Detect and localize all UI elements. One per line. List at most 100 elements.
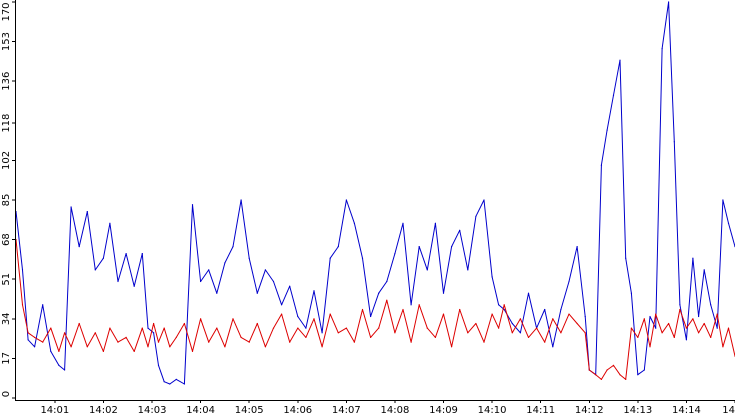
series-0-point-3 — [34, 346, 36, 348]
series-0-point-96 — [716, 327, 718, 329]
y-tick-label: 85 — [1, 194, 12, 207]
series-0-point-93 — [698, 315, 700, 318]
x-tick-label: 14 — [722, 405, 735, 415]
series-1-point-7 — [64, 332, 66, 334]
series-1-point-50 — [394, 332, 396, 334]
series-0-point-87 — [661, 48, 663, 50]
series-1-point-76 — [595, 374, 597, 376]
series-0-point-8 — [70, 206, 72, 208]
series-1-point-58 — [459, 308, 461, 311]
series-0-point-19 — [153, 332, 155, 334]
series-1-point-18 — [147, 346, 149, 348]
series-1-point-80 — [619, 374, 621, 376]
series-1-point-46 — [361, 308, 364, 311]
y-tick-label: 118 — [1, 114, 12, 133]
series-1-point-61 — [483, 341, 485, 343]
series-0-point-82 — [630, 292, 633, 294]
series-1-point-39 — [305, 336, 307, 338]
series-1-point-55 — [434, 336, 436, 338]
series-1-point-14 — [117, 341, 119, 343]
series-0-point-62 — [491, 276, 493, 278]
series-1-point-42 — [329, 313, 331, 315]
y-tick-label: 51 — [1, 273, 12, 286]
series-0-point-61 — [483, 199, 485, 201]
series-0-point-94 — [703, 269, 705, 271]
series-1-point-71 — [560, 332, 562, 334]
series-0-point-26 — [200, 280, 202, 283]
series-1-point-65 — [511, 332, 513, 334]
series-0-point-43 — [337, 246, 339, 248]
series-1-point-77 — [600, 378, 603, 380]
series-0-point-34 — [264, 269, 266, 271]
x-tick-label: 14:12 — [575, 405, 604, 415]
series-1-point-62 — [491, 313, 493, 315]
series-1-point-89 — [673, 336, 675, 338]
series-0-point-78 — [606, 129, 608, 131]
series-0-point-52 — [410, 304, 412, 306]
series-1-point-12 — [102, 350, 104, 352]
series-1-point-57 — [451, 346, 453, 348]
series-0-point-31 — [240, 199, 242, 201]
series-0-point-58 — [459, 229, 461, 231]
series-1-point-81 — [625, 378, 627, 380]
series-1-point-28 — [216, 327, 218, 329]
series-0-point-49 — [386, 280, 388, 283]
series-1-point-36 — [281, 313, 283, 315]
x-tick-label: 14:08 — [381, 405, 410, 415]
series-1-point-21 — [163, 327, 165, 329]
series-0-point-65 — [511, 322, 513, 325]
x-tick-label: 14:02 — [89, 405, 118, 415]
series-0-point-41 — [321, 332, 323, 334]
series-1-point-73 — [576, 322, 578, 325]
series-0-point-98 — [727, 222, 730, 224]
series-0-point-77 — [600, 164, 603, 166]
series-0-point-29 — [224, 262, 226, 264]
x-tick-label: 14:04 — [186, 405, 215, 415]
series-0-point-20 — [157, 364, 160, 366]
series-0-point-27 — [208, 269, 210, 271]
series-0-point-91 — [685, 339, 688, 341]
series-1-point-56 — [442, 313, 445, 315]
series-0-point-32 — [248, 257, 250, 259]
series-1-point-34 — [264, 346, 266, 348]
series-1-point-17 — [141, 327, 143, 329]
series-0-point-4 — [42, 304, 44, 306]
series-0-point-45 — [353, 222, 355, 224]
y-tick-label: 170 — [1, 2, 12, 21]
series-0-point-57 — [451, 246, 453, 248]
series-0-point-11 — [94, 269, 96, 271]
y-axis: 0 17 34 51 68 85 102 118 136 153 170 — [1, 0, 16, 400]
series-0-point-59 — [467, 269, 469, 271]
series-0-point-18 — [147, 327, 149, 329]
series-1-point-22 — [169, 346, 171, 348]
x-tick-label: 14:14 — [672, 405, 701, 415]
series-1-point-49 — [386, 299, 388, 301]
series-1-point-29 — [224, 346, 226, 348]
series-0-point-95 — [710, 304, 712, 306]
series-0-point-22 — [169, 383, 171, 385]
series-1-point-84 — [643, 318, 645, 320]
series-line-0 — [15, 1, 735, 385]
series-0-point-28 — [216, 292, 218, 294]
series-1-point-44 — [345, 327, 347, 329]
series-1-point-63 — [498, 327, 500, 329]
series-1-point-33 — [256, 322, 258, 325]
series-0-point-2 — [27, 339, 29, 341]
series-1-point-4 — [42, 341, 44, 343]
series-1-point-74 — [584, 332, 586, 334]
series-0-point-10 — [86, 211, 88, 213]
series-1-point-6 — [58, 350, 60, 352]
series-1-point-9 — [78, 322, 80, 325]
series-1-point-52 — [410, 341, 412, 343]
series-1-point-47 — [370, 336, 372, 338]
x-tick-label: 14:03 — [138, 405, 167, 415]
series-1-point-38 — [297, 327, 299, 329]
series-0-point-42 — [329, 257, 331, 259]
y-tick-label: 68 — [1, 233, 12, 246]
series-1-point-97 — [722, 346, 724, 348]
series-1-point-41 — [321, 346, 323, 348]
x-tick-label: 14:11 — [526, 405, 555, 415]
series-1-point-60 — [475, 322, 477, 325]
series-1-point-85 — [649, 346, 651, 348]
series-1-point-79 — [612, 364, 615, 366]
